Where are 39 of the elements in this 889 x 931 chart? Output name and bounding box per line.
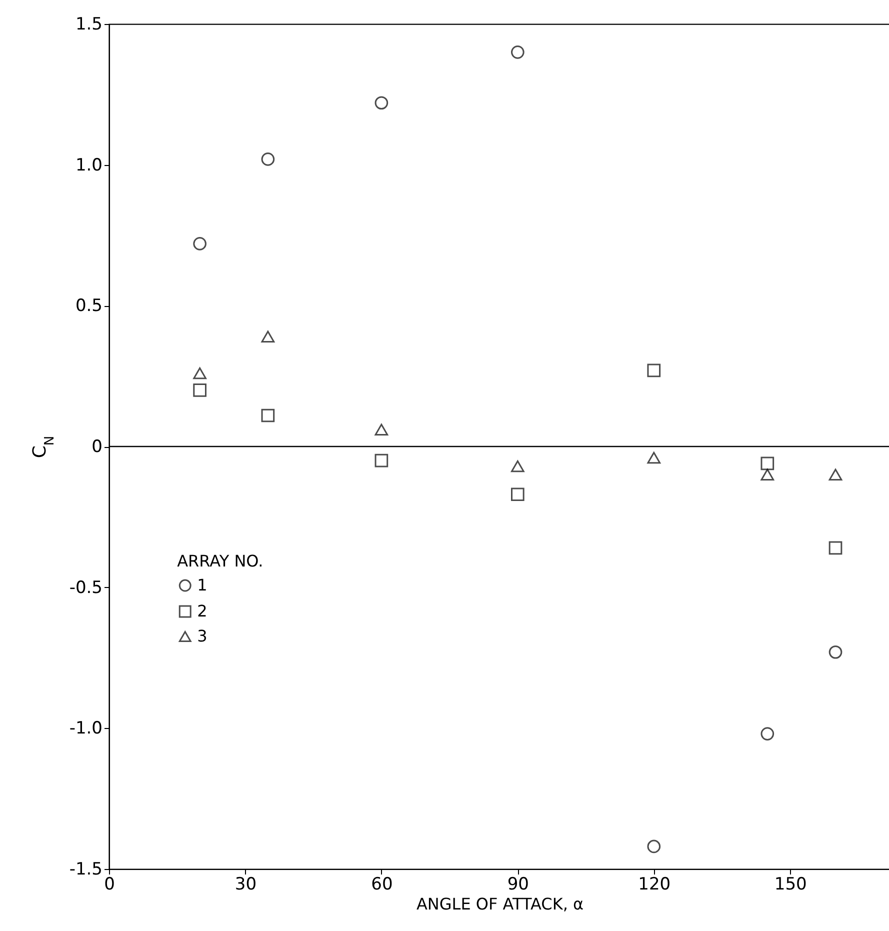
legend-label: 1	[197, 576, 208, 595]
y-tick-label: 0	[92, 437, 102, 457]
legend-label: 3	[197, 626, 208, 646]
point	[760, 727, 774, 740]
x-axis-title: ANGLE OF ATTACK, α	[416, 894, 584, 914]
x-tick-label: 0	[104, 874, 115, 894]
point	[510, 460, 524, 472]
point	[374, 424, 388, 436]
point	[261, 408, 275, 422]
x-tick-label: 30	[234, 874, 257, 894]
point	[760, 468, 774, 481]
point	[374, 96, 388, 110]
point	[374, 454, 388, 468]
point	[261, 152, 275, 166]
point	[828, 541, 842, 555]
x-tick-label: 120	[638, 874, 671, 894]
point	[760, 456, 774, 470]
point	[647, 364, 661, 378]
x-tick-label: 60	[371, 874, 393, 894]
legend-label: 2	[197, 602, 208, 621]
y-tick-label: 1.0	[75, 155, 102, 176]
y-tick-label: -1.5	[69, 860, 102, 880]
point	[647, 452, 661, 464]
x-tick-label: 150	[774, 874, 807, 894]
legend-title: ARRAY NO.	[177, 552, 264, 571]
point	[510, 46, 524, 59]
x-tick-label: 90	[507, 874, 529, 894]
y-tick-label: 1.5	[75, 14, 102, 34]
point	[193, 384, 206, 397]
point	[261, 330, 275, 343]
y-tick-label: 0.5	[75, 296, 102, 316]
y-tick-label: -1.0	[69, 718, 102, 739]
point	[828, 645, 842, 659]
point	[647, 840, 661, 854]
y-tick-label: -0.5	[69, 578, 102, 598]
point	[828, 468, 842, 481]
point	[510, 488, 524, 502]
point	[193, 367, 206, 380]
point	[193, 237, 206, 250]
